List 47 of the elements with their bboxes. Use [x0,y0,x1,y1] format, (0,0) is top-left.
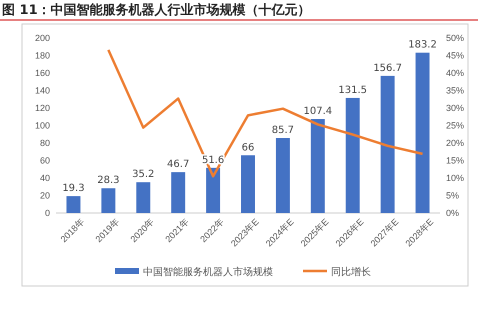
y-tick-label: 60 [40,155,50,166]
data-label: 183.2 [408,40,437,51]
y-tick-label: 20 [40,190,50,200]
y2-tick-label: 30% [446,102,464,113]
y-tick-label: 80 [40,138,50,148]
y2-tick-label: 45% [446,50,464,60]
y2-tick-label: 35% [446,85,464,96]
bar [66,196,80,213]
y2-tick-label: 50% [446,32,464,43]
chart-title: 图 11：中国智能服务机器人行业市场规模（十亿元） [2,2,311,18]
bar [416,52,430,213]
bar [276,138,290,213]
bar [380,76,395,213]
y-tick-label: 40 [40,172,50,183]
legend-label: 中国智能服务机器人市场规模 [143,266,273,278]
y-tick-label: 0 [44,208,50,218]
y2-tick-label: 40% [446,68,464,78]
bar [101,188,116,213]
bar [310,119,325,213]
y2-tick-label: 15% [446,155,464,166]
y2-tick-label: 25% [446,120,464,130]
bar [241,155,255,213]
data-label: 28.3 [97,175,120,186]
data-label: 35.2 [132,169,154,180]
data-label: 85.7 [272,125,294,136]
data-label: 131.5 [338,84,368,96]
line-series [107,48,424,178]
y-tick-label: 100 [34,120,50,130]
y2-tick-label: 0% [446,208,460,218]
y-tick-label: 200 [34,32,50,43]
legend-label: 同比增长 [331,266,371,278]
bar [346,98,360,213]
data-label: 107.4 [304,106,332,118]
y2-tick-label: 10% [446,172,464,183]
bar [206,168,220,213]
y-tick-label: 180 [34,50,50,60]
data-label: 46.7 [167,159,190,170]
bar [136,182,150,213]
data-label: 66 [242,142,254,154]
y2-tick-label: 5% [446,190,460,200]
y-tick-label: 160 [34,68,50,78]
y-tick-label: 140 [34,85,50,96]
y2-tick-label: 20% [446,138,464,148]
data-label: 19.3 [62,183,85,194]
bar [171,172,186,213]
y-tick-label: 120 [34,102,50,113]
data-label: 156.7 [373,62,402,74]
